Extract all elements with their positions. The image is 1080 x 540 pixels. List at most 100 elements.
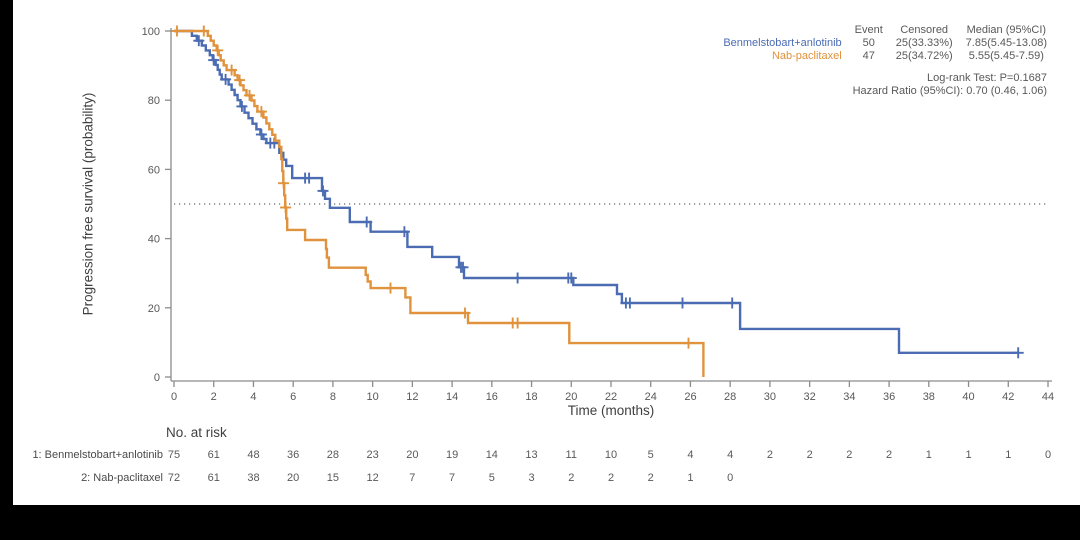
svg-text:20: 20 (148, 303, 160, 315)
x-axis-title: Time (months) (567, 403, 655, 418)
risk-count-row2-t2: 61 (207, 472, 220, 484)
risk-count-row2-t22: 2 (607, 472, 615, 484)
test-stats-block: Log-rank Test: P=0.1687 Hazard Ratio (95… (853, 72, 1047, 98)
legend-censored-nabpaclitaxel: 25(34.72%) (895, 50, 953, 62)
svg-text:32: 32 (804, 391, 816, 403)
censor-marks-nab-paclitaxel (171, 25, 694, 349)
legend-header-row: Event Censored Median (95%CI) (723, 24, 1047, 37)
risk-count-row1-t16: 14 (485, 449, 498, 461)
svg-text:26: 26 (684, 391, 696, 403)
logrank-test-text: Log-rank Test: P=0.1687 (927, 72, 1047, 84)
risk-count-row1-t6: 36 (287, 449, 300, 461)
svg-text:40: 40 (962, 391, 974, 403)
censor-marks-benmelstobart-anlotinib (193, 35, 1024, 359)
svg-text:2: 2 (211, 391, 217, 403)
legend-header-censored: Censored (900, 24, 949, 36)
risk-count-row2-t4: 38 (247, 472, 260, 484)
risk-count-row1-t22: 10 (604, 449, 618, 461)
svg-text:36: 36 (883, 391, 895, 403)
risk-count-row1-t34: 2 (846, 449, 853, 461)
svg-text:16: 16 (486, 391, 498, 403)
risk-count-row1-t44: 0 (1044, 449, 1052, 461)
svg-text:22: 22 (605, 391, 617, 403)
legend-row-benmelstobart: Benmelstobart+anlotinib 50 25(33.33%) 7.… (723, 37, 1047, 50)
svg-text:6: 6 (290, 391, 296, 403)
legend-event-benmelstobart: 50 (862, 37, 875, 49)
legend-row-nabpaclitaxel: Nab-paclitaxel 47 25(34.72%) 5.55(5.45-7… (723, 50, 1047, 63)
risk-count-row2-t10: 12 (366, 472, 379, 484)
svg-text:44: 44 (1042, 391, 1054, 403)
risk-count-row2-t20: 2 (568, 472, 575, 484)
legend-header-median: Median (95%CI) (966, 24, 1047, 36)
risk-count-row1-t2: 61 (207, 449, 220, 461)
svg-text:24: 24 (645, 391, 657, 403)
legend-censored-benmelstobart: 25(33.33%) (895, 37, 953, 49)
svg-text:4: 4 (250, 391, 256, 403)
risk-count-row1-t40: 1 (965, 449, 972, 461)
x-tick-labels: 0 2 4 6 8 10 12 14 16 18 20 22 24 26 28 30 32 34 36 38 40 42 4… (171, 391, 1054, 403)
svg-text:28: 28 (724, 391, 736, 403)
legend-stats-block: Event Censored Median (95%CI) Benmelstob… (723, 24, 1047, 63)
risk-count-row1-t30: 2 (766, 449, 773, 461)
risk-count-row1-t18: 13 (525, 449, 538, 461)
svg-text:100: 100 (142, 26, 160, 38)
legend-stats-table: Event Censored Median (95%CI) Benmelstob… (723, 24, 1047, 63)
risk-count-row1-t20: 11 (565, 449, 577, 461)
risk-count-row1-t10: 23 (366, 449, 379, 461)
risk-count-row1-t4: 48 (247, 449, 260, 461)
svg-text:80: 80 (148, 95, 160, 107)
risk-count-row2-t8: 15 (326, 472, 340, 484)
legend-median-benmelstobart: 7.85(5.45-13.08) (965, 37, 1047, 49)
svg-text:8: 8 (330, 391, 336, 403)
svg-text:18: 18 (525, 391, 537, 403)
risk-count-row2-t14: 7 (449, 472, 456, 484)
risk-count-row1-t0: 75 (167, 449, 181, 461)
risk-count-row1-t38: 1 (925, 449, 932, 461)
legend-event-nabpaclitaxel: 47 (862, 50, 875, 62)
plot-canvas (13, 0, 1080, 505)
risk-count-row2-t24: 2 (647, 472, 654, 484)
svg-text:42: 42 (1002, 391, 1014, 403)
axes (165, 28, 1052, 387)
risk-count-row2-t12: 7 (409, 472, 416, 484)
y-tick-labels: 0 20 40 60 80 100 (142, 26, 160, 384)
risk-count-row2-t28: 0 (727, 472, 734, 484)
risk-count-row1-t14: 19 (445, 449, 459, 461)
svg-text:0: 0 (171, 391, 177, 403)
risk-table-title: No. at risk (166, 425, 227, 440)
risk-row-label-nabpaclitaxel: 2: Nab-paclitaxel (81, 472, 163, 484)
risk-count-row1-t32: 2 (806, 449, 813, 461)
svg-text:20: 20 (565, 391, 577, 403)
risk-count-row1-t8: 28 (326, 449, 340, 461)
risk-count-row2-t0: 72 (167, 472, 181, 484)
svg-text:38: 38 (923, 391, 935, 403)
risk-count-row2-t6: 20 (287, 472, 300, 484)
svg-text:40: 40 (148, 234, 160, 246)
risk-count-row1-t24: 5 (647, 449, 654, 461)
svg-text:30: 30 (764, 391, 776, 403)
risk-count-row2-t26: 1 (687, 472, 694, 484)
svg-text:10: 10 (367, 391, 379, 403)
risk-count-row1-t26: 4 (687, 449, 694, 461)
risk-count-row1-t28: 4 (727, 449, 734, 461)
legend-median-nabpaclitaxel: 5.55(5.45-7.59) (968, 50, 1044, 62)
legend-label-benmelstobart: Benmelstobart+anlotinib (723, 37, 842, 49)
legend-label-nabpaclitaxel: Nab-paclitaxel (771, 50, 842, 62)
km-curve-nab-paclitaxel (174, 29, 705, 377)
hazard-ratio-text: Hazard Ratio (95%CI): 0.70 (0.46, 1.06) (852, 85, 1047, 97)
risk-table-numbers: 75 61 48 36 28 23 20 19 14 13 11 10 5 4 4 2 2 2 2 1 1 1 0 72 61 3… (167, 449, 1052, 484)
legend-header-event: Event (854, 24, 883, 36)
risk-count-row2-t18: 3 (528, 472, 535, 484)
risk-count-row2-t16: 5 (488, 472, 495, 484)
risk-count-row1-t36: 2 (886, 449, 893, 461)
svg-text:12: 12 (406, 391, 418, 403)
risk-row-label-benmelstobart: 1: Benmelstobart+anlotinib (32, 449, 163, 461)
svg-text:0: 0 (154, 372, 160, 384)
svg-text:34: 34 (843, 391, 855, 403)
svg-text:14: 14 (446, 391, 458, 403)
svg-text:60: 60 (148, 164, 160, 176)
risk-count-row1-t12: 20 (406, 449, 419, 461)
risk-count-row1-t42: 1 (1005, 449, 1012, 461)
